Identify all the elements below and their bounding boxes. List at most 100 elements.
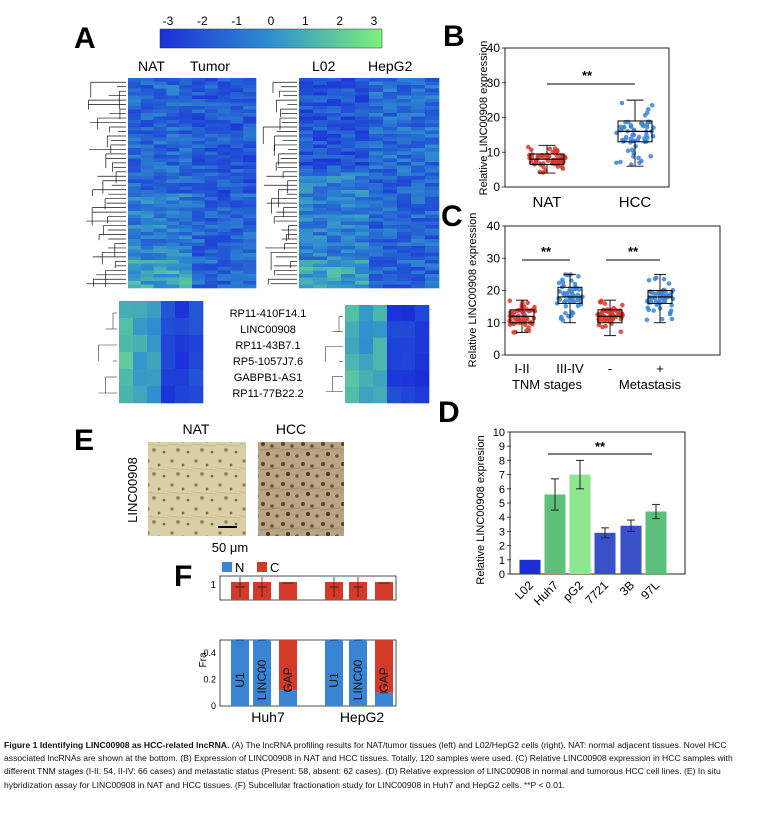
y-tick-label: 7: [499, 470, 505, 482]
heatmap-cell: [230, 186, 244, 191]
heatmap-cell: [140, 130, 154, 135]
heatmap-cell: [299, 263, 314, 268]
heatmap-cell: [128, 211, 142, 215]
bar-label: GAP: [377, 667, 391, 692]
small-heatmap-cell: [161, 335, 176, 353]
heatmap-cell: [369, 274, 384, 278]
panel-label-d: D: [438, 396, 460, 429]
heatmap-cell: [299, 151, 314, 156]
heatmap-cell: [383, 165, 398, 170]
heatmap-cell: [299, 148, 314, 152]
heatmap-cell: [166, 99, 180, 103]
heatmap-cell: [313, 267, 328, 271]
small-heatmap-cell: [401, 321, 416, 338]
heatmap-cell: [411, 284, 426, 289]
heatmap-cell: [128, 284, 142, 289]
group-label-metastasis: Metastasis: [619, 377, 682, 392]
heatmap-cell: [299, 225, 314, 229]
heatmap-cell: [355, 277, 370, 282]
heatmap-cell: [166, 218, 180, 222]
heatmap-cell: [411, 127, 426, 131]
heatmap-cell: [327, 186, 342, 191]
heatmap-cell: [217, 141, 231, 145]
heatmap-cell: [425, 228, 440, 233]
heatmap-cell: [327, 232, 342, 236]
heatmap-cell: [299, 239, 314, 243]
heatmap-cell: [313, 221, 328, 226]
heatmap-cell: [243, 99, 257, 103]
heatmap-cell: [341, 204, 356, 208]
heatmap-cell: [140, 141, 154, 145]
heatmap-cell: [397, 144, 412, 149]
heatmap-cell: [128, 228, 142, 233]
y-tick-label: 5: [499, 498, 505, 510]
small-heatmap-cell: [119, 335, 134, 353]
heatmap-cell: [411, 155, 426, 159]
heatmap-cell: [179, 85, 193, 89]
heatmap-cell: [355, 99, 370, 103]
heatmap-cell: [153, 116, 167, 121]
heatmap-cell: [179, 211, 193, 215]
heatmap-cell: [355, 193, 370, 198]
heatmap-cell: [204, 186, 218, 191]
heatmap-cell: [299, 235, 314, 240]
heatmap-cell: [313, 95, 328, 100]
heatmap-cell: [204, 207, 218, 212]
heatmap-cell: [230, 256, 244, 261]
heatmap-cell: [204, 183, 218, 187]
heatmap-cell: [383, 200, 398, 205]
heatmap-cell: [128, 85, 142, 89]
heatmap-cell: [217, 239, 231, 243]
heatmap-cell: [299, 172, 314, 177]
heatmap-cell: [313, 256, 328, 261]
heatmap-cell: [299, 277, 314, 282]
heatmap-cell: [313, 165, 328, 170]
heatmap-cell: [397, 81, 412, 86]
heatmap-cell: [128, 113, 142, 117]
heatmap-cell: [192, 235, 206, 240]
heatmap-cell: [327, 169, 342, 173]
y-tick-label: 1: [499, 555, 505, 567]
panel-label-b: B: [443, 20, 465, 53]
heatmap-cell: [217, 225, 231, 229]
heatmap-cell: [243, 165, 257, 170]
heatmap-cell: [299, 267, 314, 271]
heatmap-cell: [369, 102, 384, 107]
heatmap-cell: [425, 137, 440, 142]
legend-swatch-n: [222, 562, 232, 572]
heatmap-cell: [153, 274, 167, 278]
heatmap-cell: [299, 95, 314, 100]
y-tick-label: 40: [487, 41, 501, 55]
heatmap-cell: [192, 123, 206, 128]
heatmap-cell: [299, 85, 314, 89]
heatmap-cell: [204, 281, 218, 285]
heatmap-cell: [230, 225, 244, 229]
data-point: [596, 322, 602, 328]
heatmap-cell: [341, 116, 356, 121]
heatmap-cell: [313, 211, 328, 215]
data-point: [620, 302, 625, 308]
heatmap-cell: [397, 148, 412, 152]
heatmap-cell: [327, 274, 342, 278]
heatmap-cell: [128, 183, 142, 187]
heatmap-cell: [204, 92, 218, 96]
heatmap-cell: [411, 130, 426, 135]
heatmap-cell: [230, 162, 244, 166]
data-point: [651, 308, 656, 313]
heatmap-cell: [153, 214, 167, 219]
heatmap-cell: [397, 123, 412, 128]
heatmap-cell: [313, 102, 328, 107]
heatmap-cell: [192, 270, 206, 275]
heatmap-cell: [128, 179, 142, 184]
heatmap-cell: [179, 270, 193, 275]
heatmap-cell: [397, 200, 412, 205]
heatmap-cell: [128, 120, 142, 124]
heatmap-cell: [166, 253, 180, 257]
heatmap-cell: [179, 165, 193, 170]
heatmap-cell: [327, 155, 342, 159]
heatmap-cell: [327, 141, 342, 145]
heatmap-cell: [217, 106, 231, 110]
heatmap-cell: [166, 144, 180, 149]
data-point: [628, 124, 634, 130]
heatmap-cell: [369, 235, 384, 240]
